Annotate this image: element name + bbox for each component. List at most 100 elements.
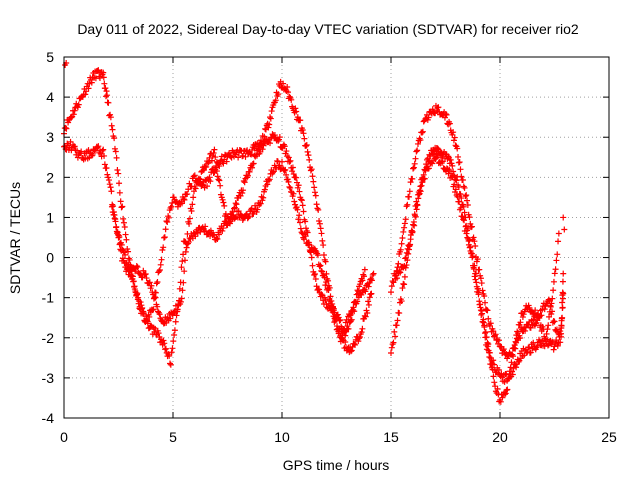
data-point [398,298,405,305]
data-point [532,320,539,327]
data-point [468,250,475,257]
data-point [359,277,366,284]
data-point [514,330,521,337]
data-point [290,171,297,178]
data-point [148,282,155,289]
data-point [301,135,308,142]
data-point [404,201,411,208]
data-point [223,219,230,226]
data-point [216,231,223,238]
data-point [535,313,542,320]
data-point [267,140,274,147]
data-point [219,227,226,234]
data-point [513,364,520,371]
data-point [128,272,135,279]
data-point [399,235,406,242]
data-point [215,176,222,183]
data-point [265,124,272,131]
data-point [530,310,537,317]
data-point [351,340,358,347]
data-point [348,316,355,323]
data-point [554,342,561,349]
data-point [208,157,215,164]
data-point [561,226,568,233]
data-point [417,137,424,144]
data-point [473,270,480,277]
data-point [553,257,560,264]
data-point [449,162,456,169]
data-point [231,204,238,211]
y-tick-label: -1 [42,290,55,306]
data-point [120,219,127,226]
data-point [102,93,109,100]
data-point [407,232,414,239]
data-point [116,233,123,240]
data-point [202,223,209,230]
data-point [220,160,227,167]
data-point [160,244,167,251]
data-point [104,92,111,99]
data-points [61,60,568,405]
data-point [284,84,291,91]
data-point [322,297,329,304]
data-point [388,349,394,356]
data-point [370,270,377,277]
data-point [153,280,160,287]
data-point [486,322,493,329]
data-point [216,177,223,184]
y-tick-label: 3 [46,129,54,145]
data-point [178,264,185,271]
data-point [415,195,422,202]
data-point [549,295,556,302]
data-point [414,147,421,154]
data-point [484,343,491,350]
data-point [213,168,220,175]
data-point [231,205,238,212]
data-point [287,157,294,164]
data-point [536,315,543,321]
data-point [465,235,472,242]
data-point [390,279,397,286]
data-point [220,225,227,232]
data-point [413,198,420,205]
data-point [396,268,403,275]
data-point [116,189,123,196]
data-point [328,303,335,310]
data-point [471,238,478,245]
data-point [452,186,459,193]
data-point [304,148,311,155]
data-point [489,366,496,373]
data-point [362,313,369,320]
data-point [312,276,319,283]
data-point [392,333,399,340]
data-point [447,170,454,177]
data-point [108,203,115,210]
data-point [162,345,169,352]
data-point [425,114,432,121]
data-point [412,213,419,220]
data-point [188,183,195,190]
data-point [315,206,322,213]
data-point [544,326,551,333]
data-point [275,91,282,98]
data-point [241,179,248,186]
data-point [482,328,489,335]
data-point [510,353,517,360]
y-tick-label: 2 [46,169,54,185]
data-point [471,273,478,280]
data-point [388,344,395,351]
x-tick-label: 25 [601,429,617,445]
data-point [154,303,161,310]
data-point [391,328,398,335]
data-point [336,326,343,333]
data-point [221,202,228,209]
data-point [103,164,110,171]
data-point [401,224,408,231]
data-point [308,166,315,173]
data-point [462,193,469,200]
data-point [105,99,112,106]
data-point [320,251,327,258]
data-point [157,261,164,268]
data-point [481,323,488,330]
